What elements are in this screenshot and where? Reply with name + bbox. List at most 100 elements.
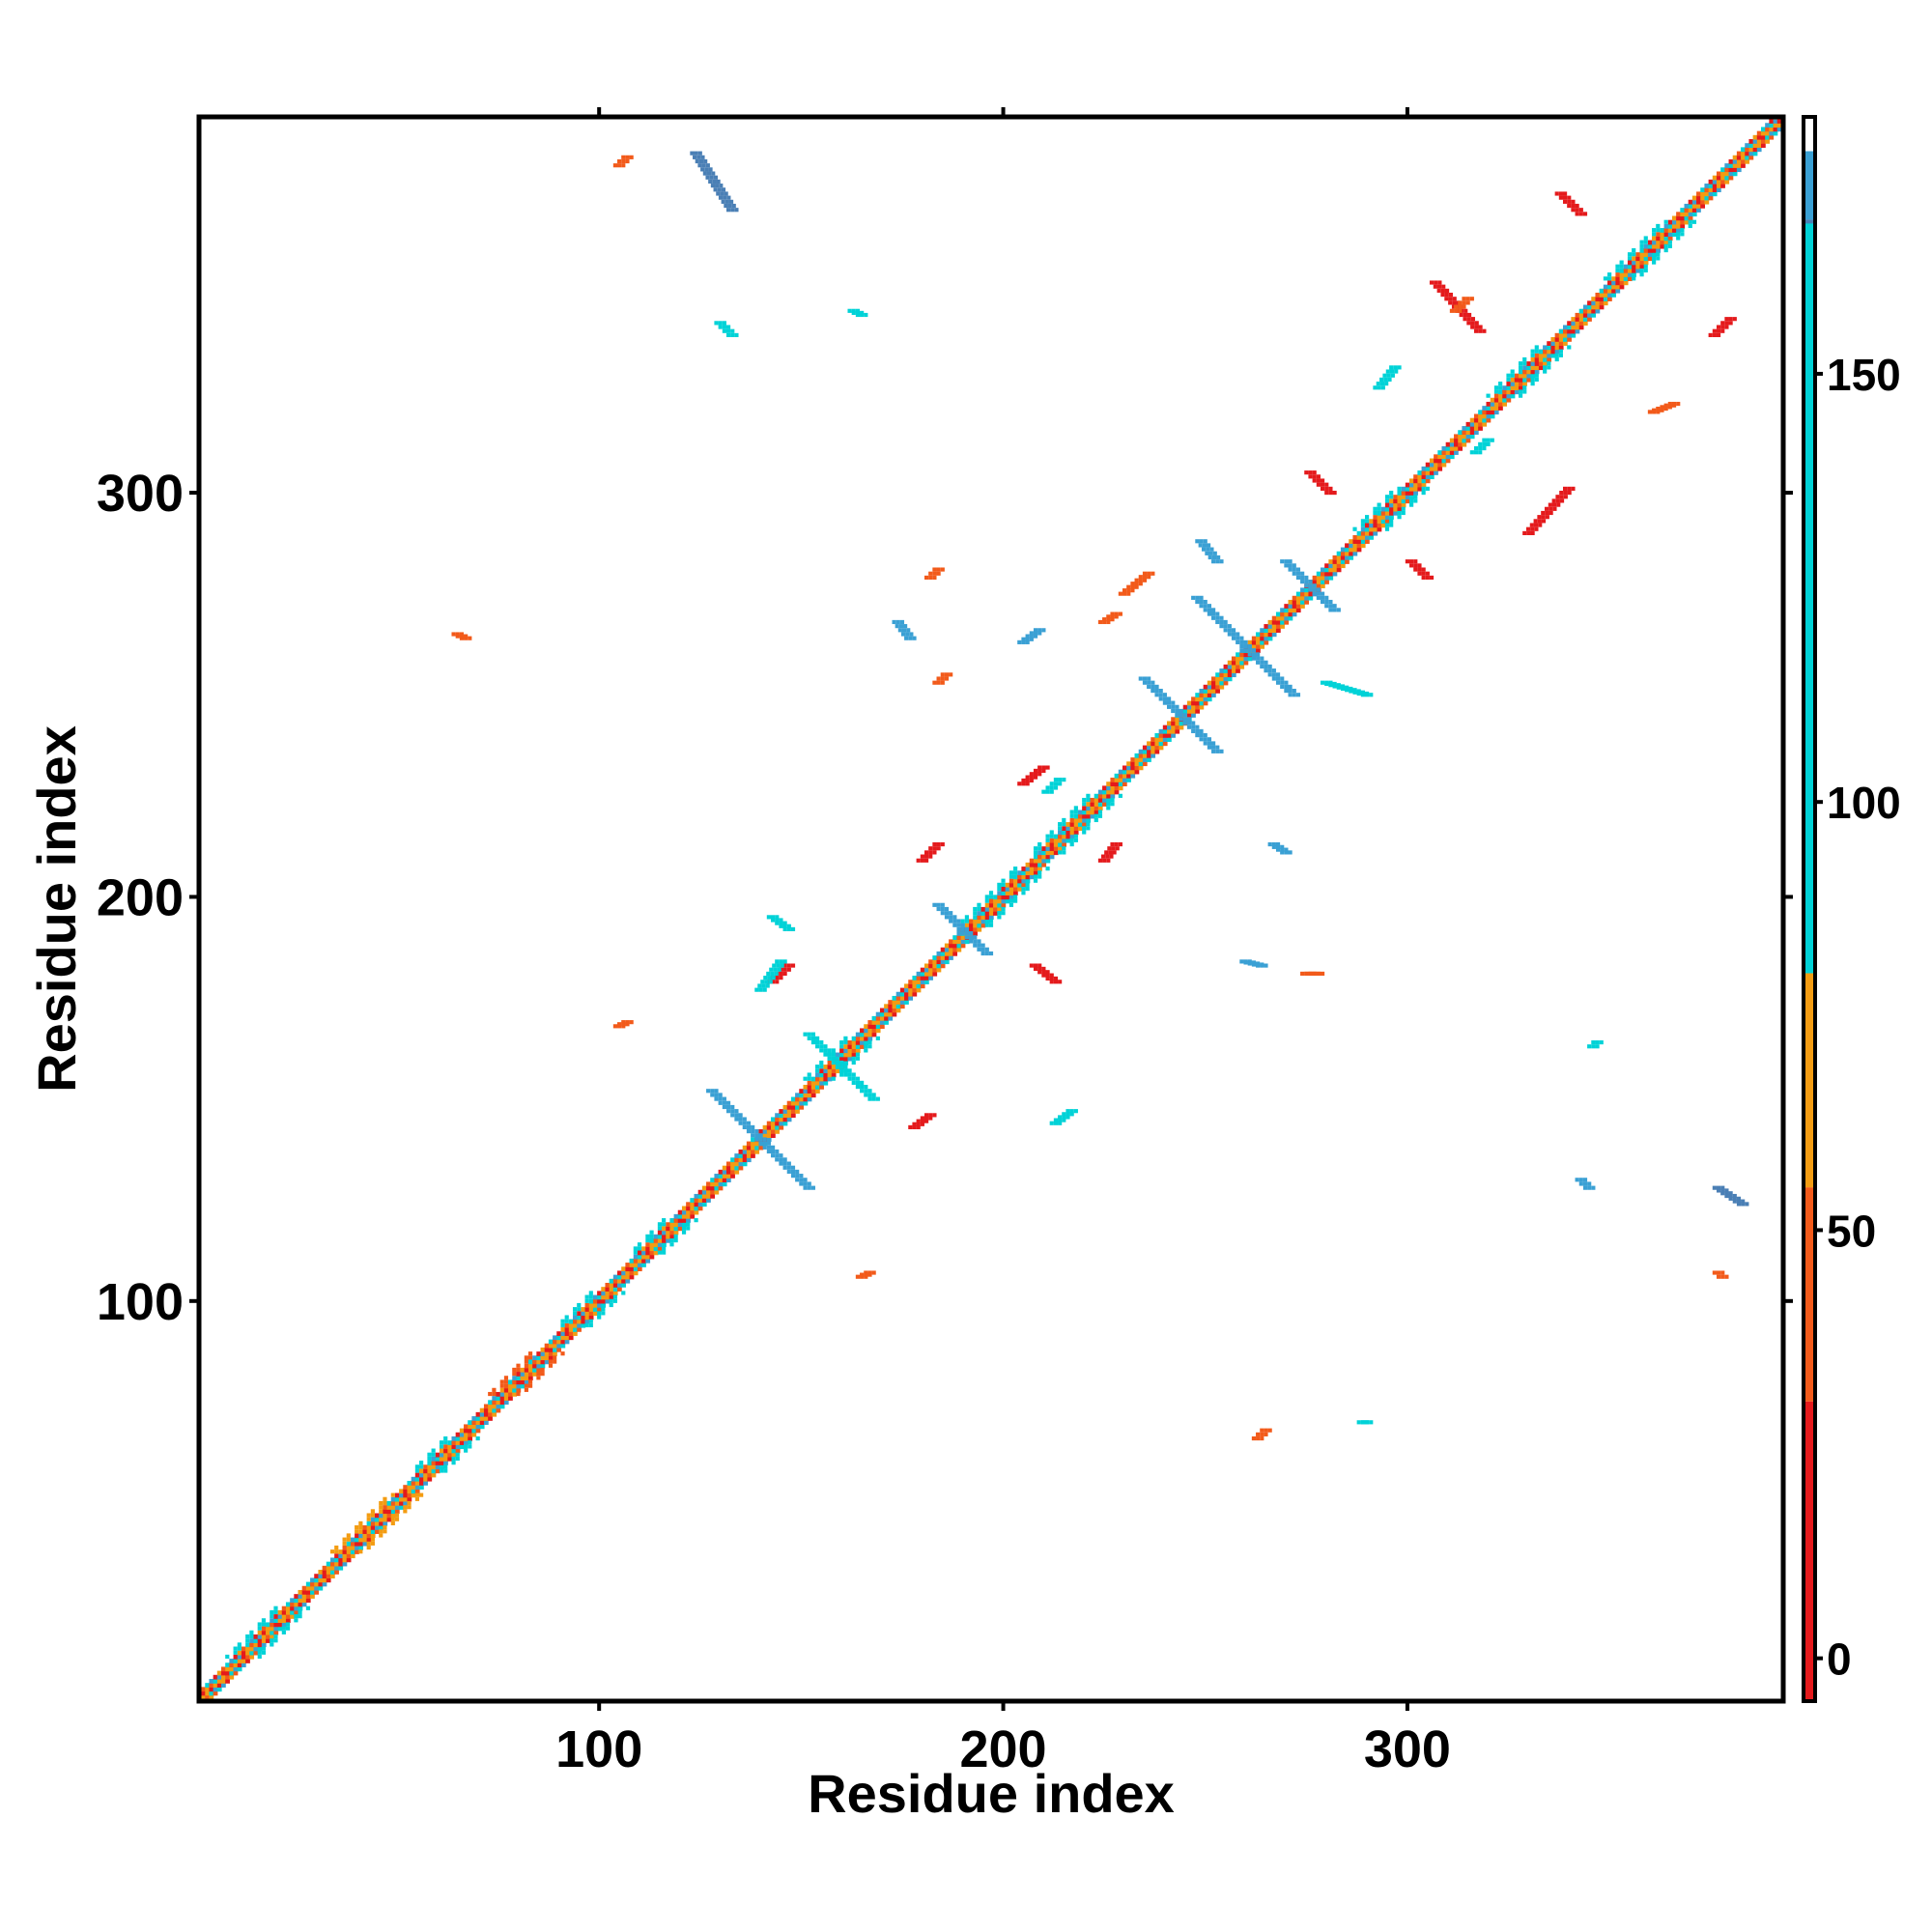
sheet-contact-cell: [1215, 611, 1220, 616]
helix-contact-cell: [1045, 867, 1050, 871]
diagonal-cell: [1029, 874, 1035, 880]
diagonal-cell: [956, 943, 962, 949]
diagonal-cell: [669, 1234, 675, 1239]
diagonal-cell: [488, 1416, 493, 1421]
diagonal-cell: [681, 1213, 687, 1219]
diagonal-cell: [1147, 753, 1151, 758]
offdiag-contact-cell: [1041, 765, 1046, 770]
diagonal-cell: [503, 1383, 509, 1389]
diagonal-cell: [285, 1605, 291, 1611]
diagonal-cell: [407, 1485, 412, 1490]
diagonal-cell: [1760, 127, 1766, 132]
helix-contact-cell: [1045, 838, 1050, 842]
diagonal-cell: [847, 1044, 853, 1049]
helix-contact-cell: [1567, 345, 1572, 350]
offdiag-contact-cell: [1065, 1112, 1070, 1117]
helix-contact-cell: [273, 1609, 278, 1615]
offdiag-contact-cell: [1720, 1191, 1725, 1196]
diagonal-cell: [686, 1209, 691, 1215]
diagonal-cell: [637, 1258, 642, 1264]
helix-contact-cell: [1558, 353, 1563, 357]
helix-contact-cell: [370, 1513, 375, 1518]
diagonal-cell: [1547, 349, 1552, 355]
diagonal-cell: [1756, 134, 1762, 140]
diagonal-cell: [326, 1570, 331, 1575]
offdiag-contact-cell: [1069, 1109, 1074, 1114]
offdiag-contact-cell: [1559, 498, 1565, 503]
sheet-contact-cell: [1162, 700, 1167, 705]
diagonal-cell: [799, 1089, 805, 1094]
sheet-contact-cell: [1207, 611, 1212, 616]
helix-contact-cell: [245, 1638, 250, 1643]
diagonal-cell: [1627, 276, 1633, 282]
diagonal-cell: [329, 1574, 335, 1578]
diagonal-cell: [355, 1537, 359, 1543]
diagonal-cell: [1300, 591, 1305, 597]
diagonal-cell: [399, 1492, 404, 1498]
diagonal-cell: [815, 1089, 820, 1094]
diagonal-cell: [605, 1287, 611, 1292]
offdiag-contact-cell: [1720, 325, 1725, 329]
helix-contact-cell: [1033, 850, 1038, 855]
diagonal-cell: [1639, 260, 1645, 266]
sheet-contact-cell: [977, 947, 981, 952]
offdiag-contact-cell: [1118, 591, 1122, 596]
offdiag-contact-cell: [1575, 208, 1579, 213]
helix-contact-cell: [1384, 495, 1390, 499]
offdiag-contact-cell: [1110, 617, 1115, 622]
diagonal-cell: [1393, 498, 1399, 504]
diagonal-cell: [564, 1327, 570, 1332]
diagonal-cell: [338, 1553, 344, 1559]
diagonal-cell: [1547, 341, 1552, 346]
offdiag-contact-cell: [1466, 321, 1471, 326]
diagonal-cell: [1518, 369, 1523, 375]
diagonal-cell: [1647, 256, 1653, 262]
helix-contact-cell: [390, 1520, 395, 1526]
diagonal-cell: [980, 919, 986, 924]
diagonal-cell: [738, 1153, 744, 1158]
sheet-contact-cell: [968, 939, 974, 944]
diagonal-cell: [1741, 158, 1746, 164]
diagonal-cell: [403, 1489, 409, 1494]
diagonal-cell: [1017, 874, 1022, 880]
offdiag-contact-cell: [1567, 203, 1572, 209]
offdiag-contact-cell: [1437, 280, 1442, 285]
diagonal-cell: [1627, 272, 1633, 277]
sheet-contact-cell: [1308, 587, 1313, 592]
offdiag-contact-cell: [1373, 385, 1378, 390]
diagonal-cell: [439, 1464, 444, 1470]
diagonal-cell: [1522, 373, 1527, 379]
diagonal-cell: [1162, 728, 1168, 734]
diagonal-cell: [270, 1626, 274, 1632]
diagonal-cell: [681, 1206, 687, 1211]
diagonal-cell: [1510, 382, 1516, 386]
diagonal-cell: [581, 1315, 586, 1321]
offdiag-contact-cell: [1037, 628, 1042, 633]
sheet-contact-cell: [1275, 680, 1281, 685]
diagonal-cell: [1069, 826, 1075, 832]
diagonal-cell: [1652, 252, 1657, 257]
diagonal-cell: [488, 1411, 493, 1417]
offdiag-contact-cell: [1548, 502, 1552, 507]
helix-contact-cell: [419, 1464, 424, 1469]
offdiag-contact-cell: [775, 976, 780, 980]
diagonal-cell: [1352, 535, 1358, 540]
offdiag-contact-cell: [1206, 547, 1210, 552]
diagonal-cell: [508, 1379, 513, 1385]
diagonal-cell: [923, 976, 929, 980]
diagonal-cell: [718, 1169, 724, 1175]
diagonal-cell: [1538, 349, 1544, 355]
diagonal-cell: [355, 1533, 359, 1539]
diagonal-cell: [512, 1391, 518, 1397]
offdiag-contact-cell: [1417, 563, 1422, 568]
diagonal-cell: [527, 1376, 533, 1380]
diagonal-cell: [524, 1379, 529, 1385]
diagonal-cell: [1033, 867, 1038, 871]
diagonal-cell: [1073, 813, 1079, 819]
diagonal-cell: [350, 1545, 355, 1550]
diagonal-cell: [936, 955, 942, 960]
diagonal-cell: [949, 951, 953, 956]
offdiag-contact-cell: [1728, 321, 1733, 326]
diagonal-cell: [1397, 490, 1403, 496]
offdiag-contact-cell: [770, 971, 775, 977]
